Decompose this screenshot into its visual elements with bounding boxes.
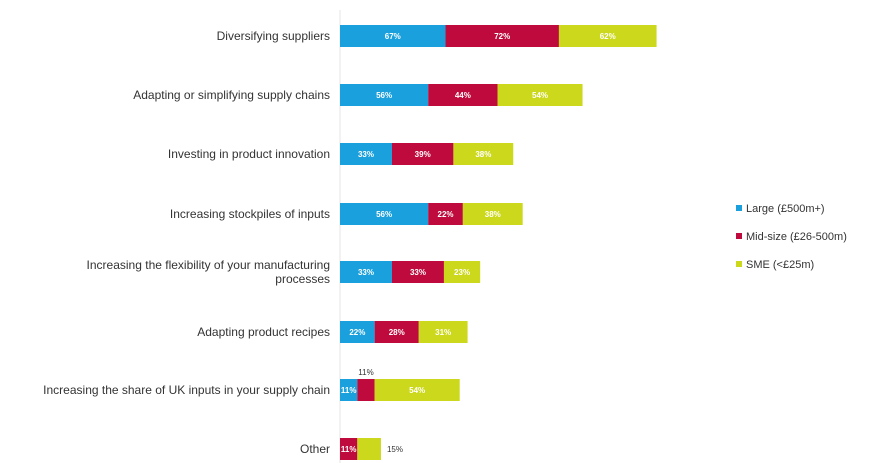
category-label: Investing in product innovation (168, 147, 330, 161)
bar-segment (340, 84, 429, 106)
legend-swatch (736, 261, 742, 267)
bar-segment (374, 379, 460, 401)
data-label: 33% (358, 150, 374, 159)
bar-segment (462, 203, 523, 225)
bar-segment (443, 261, 481, 283)
category-label: processes (275, 272, 330, 286)
category-label: Increasing the share of UK inputs in you… (43, 383, 330, 397)
data-label: 22% (438, 210, 454, 219)
data-label: 67% (385, 32, 401, 41)
bar-segment (391, 261, 444, 283)
bar-segment (340, 143, 392, 165)
bar-segment (340, 261, 392, 283)
bar-segment (340, 438, 358, 460)
bar-segment (453, 143, 514, 165)
data-label: 56% (376, 210, 392, 219)
data-label: 39% (415, 150, 431, 159)
bar-segment (418, 321, 468, 343)
data-label: 28% (389, 328, 405, 337)
bar-segment (340, 321, 375, 343)
category-label: Adapting product recipes (197, 325, 330, 339)
category-label: Adapting or simplifying supply chains (133, 88, 330, 102)
data-label: 11% (358, 368, 373, 377)
bar-segment (357, 438, 381, 460)
legend-swatch (736, 233, 742, 239)
bar-segment (391, 143, 454, 165)
data-label: 56% (376, 91, 392, 100)
data-label: 23% (454, 268, 470, 277)
legend-label: SME (<£25m) (746, 259, 814, 271)
data-label: 54% (532, 91, 548, 100)
data-label: 11% (341, 386, 357, 395)
category-labels: Diversifying suppliers Adapting or simpli… (43, 29, 330, 456)
bar-segment (428, 203, 463, 225)
bar-segment (374, 321, 419, 343)
data-label: 33% (358, 268, 374, 277)
data-label: 38% (475, 150, 491, 159)
data-label: 33% (410, 268, 426, 277)
bar-segment (340, 25, 446, 47)
data-label: 31% (435, 328, 451, 337)
category-label: Other (300, 442, 330, 456)
legend-label: Large (£500m+) (746, 203, 825, 215)
category-label: Diversifying suppliers (217, 29, 330, 43)
bar-segment (428, 84, 498, 106)
category-label: Increasing stockpiles of inputs (170, 207, 330, 221)
legend-label: Mid-size (£26-500m) (746, 231, 847, 243)
legend: Large (£500m+) Mid-size (£26-500m) SME (<£… (736, 203, 847, 271)
bars-layer: 67% 72% 62% 56% 44% 54% 33% 39% 38% 56% 22% 38% 33% 3… (340, 25, 657, 460)
bar-segment (340, 379, 358, 401)
data-label: 54% (409, 386, 425, 395)
data-label: 62% (600, 32, 616, 41)
data-label: 11% (341, 445, 357, 454)
bar-segment (558, 25, 657, 47)
bar-segment (497, 84, 583, 106)
bar-segment (445, 25, 559, 47)
data-label: 44% (455, 91, 471, 100)
bar-segment (340, 203, 429, 225)
data-label: 15% (387, 445, 403, 454)
data-label: 22% (349, 328, 365, 337)
data-label: 38% (485, 210, 501, 219)
category-label: Increasing the flexibility of your manuf… (87, 258, 330, 272)
data-label: 72% (494, 32, 510, 41)
legend-swatch (736, 205, 742, 211)
bar-segment (357, 379, 375, 401)
